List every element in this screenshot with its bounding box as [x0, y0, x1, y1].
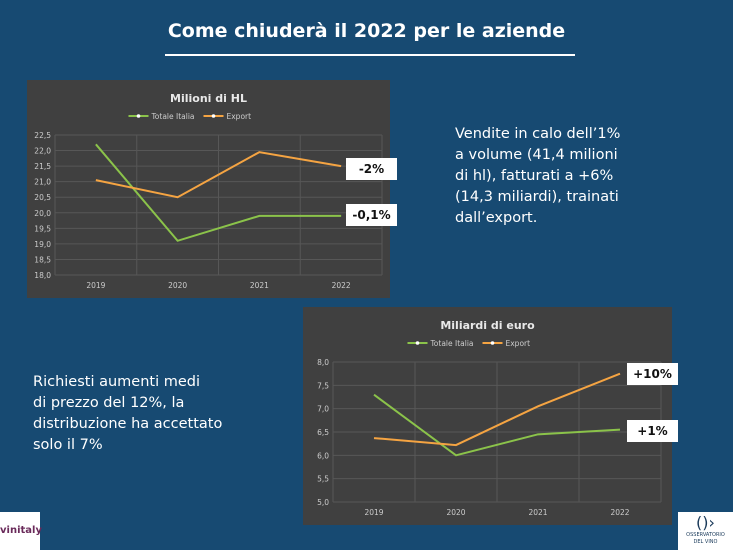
y-tick-label: 22,5 — [34, 131, 51, 140]
legend-label: Export — [227, 112, 252, 121]
text-volume-summary: Vendite in calo dell’1% a volume (41,4 m… — [455, 124, 620, 229]
vinitaly-logo: vinitaly — [0, 512, 42, 550]
osservatorio-mark-icon: ()› — [696, 513, 715, 532]
legend-label: Totale Italia — [430, 339, 474, 348]
annotation-export-value: +10% — [627, 363, 678, 385]
chart-value: Miliardi di euro Totale Italia Export 8,0 7,… — [303, 307, 672, 525]
text-line: a volume (41,4 milioni — [455, 147, 618, 163]
x-tick-label: 2019 — [364, 508, 383, 517]
x-tick-label: 2020 — [168, 281, 187, 290]
x-tick-label: 2021 — [250, 281, 269, 290]
y-tick-label: 8,0 — [317, 358, 329, 367]
y-tick-label: 5,0 — [317, 498, 329, 507]
title-underline — [165, 54, 575, 56]
legend-item: Totale Italia — [128, 112, 195, 121]
series-line-export — [95, 151, 342, 199]
y-tick-label: 21,0 — [34, 178, 51, 187]
chart-title: Miliardi di euro — [440, 319, 535, 332]
legend-marker — [211, 114, 216, 118]
annotation-export-volume: -2% — [346, 158, 397, 180]
y-tick-label: 20,0 — [34, 209, 51, 218]
y-tick-label: 5,5 — [317, 475, 329, 484]
y-tick-label: 6,0 — [317, 451, 329, 460]
series-line-totale-italia — [373, 393, 621, 457]
y-tick-label: 20,5 — [34, 193, 51, 202]
text-price-summary: Richiesti aumenti medi di prezzo del 12%… — [33, 372, 222, 456]
text-line: dall’export. — [455, 210, 538, 226]
chart-svg: Miliardi di euro Totale Italia Export 8,0 7,… — [317, 319, 662, 517]
osservatorio-text: OSSERVATORIO DEL VINO — [686, 532, 725, 545]
y-tick-label: 7,0 — [317, 405, 329, 414]
legend-label: Export — [506, 339, 531, 348]
x-tick-label: 2019 — [86, 281, 105, 290]
text-line: solo il 7% — [33, 437, 103, 453]
legend-marker — [415, 341, 420, 345]
chart-title: Milioni di HL — [170, 92, 247, 105]
osservatorio-logo: ()› OSSERVATORIO DEL VINO — [678, 512, 733, 550]
y-tick-label: 22,0 — [34, 147, 51, 156]
y-tick-label: 19,5 — [34, 224, 51, 233]
annotation-totale-value: +1% — [627, 420, 678, 442]
text-line: distribuzione ha accettato — [33, 416, 223, 432]
series-line-export — [373, 372, 621, 447]
annotation-totale-volume: -0,1% — [346, 204, 397, 226]
y-tick-label: 18,5 — [34, 255, 51, 264]
legend-marker — [490, 341, 495, 345]
y-tick-label: 18,0 — [34, 271, 51, 280]
chart-volume: Milioni di HL Totale Italia Export 22,5 22,0… — [27, 80, 390, 298]
legend-label: Totale Italia — [151, 112, 195, 121]
y-tick-label: 19,0 — [34, 240, 51, 249]
text-line: (14,3 miliardi), trainati — [455, 189, 619, 205]
text-line: di hl), fatturati a +6% — [455, 168, 614, 184]
x-tick-label: 2022 — [332, 281, 351, 290]
text-line: di prezzo del 12%, la — [33, 395, 185, 411]
legend-item: Totale Italia — [407, 339, 474, 348]
y-tick-label: 6,5 — [317, 428, 329, 437]
legend-item: Export — [482, 339, 531, 348]
y-tick-label: 21,5 — [34, 162, 51, 171]
legend-marker — [136, 114, 141, 118]
page-title: Come chiuderà il 2022 per le aziende — [167, 20, 566, 42]
x-tick-label: 2020 — [446, 508, 465, 517]
text-line: Vendite in calo dell’1% — [455, 126, 621, 142]
legend-item: Export — [203, 112, 252, 121]
x-tick-label: 2021 — [528, 508, 547, 517]
text-line: Richiesti aumenti medi — [33, 374, 201, 390]
chart-svg: Milioni di HL Totale Italia Export 22,5 22,0… — [34, 92, 383, 290]
series-line-totale-italia — [95, 143, 342, 242]
y-tick-label: 7,5 — [317, 381, 329, 390]
x-tick-label: 2022 — [610, 508, 629, 517]
